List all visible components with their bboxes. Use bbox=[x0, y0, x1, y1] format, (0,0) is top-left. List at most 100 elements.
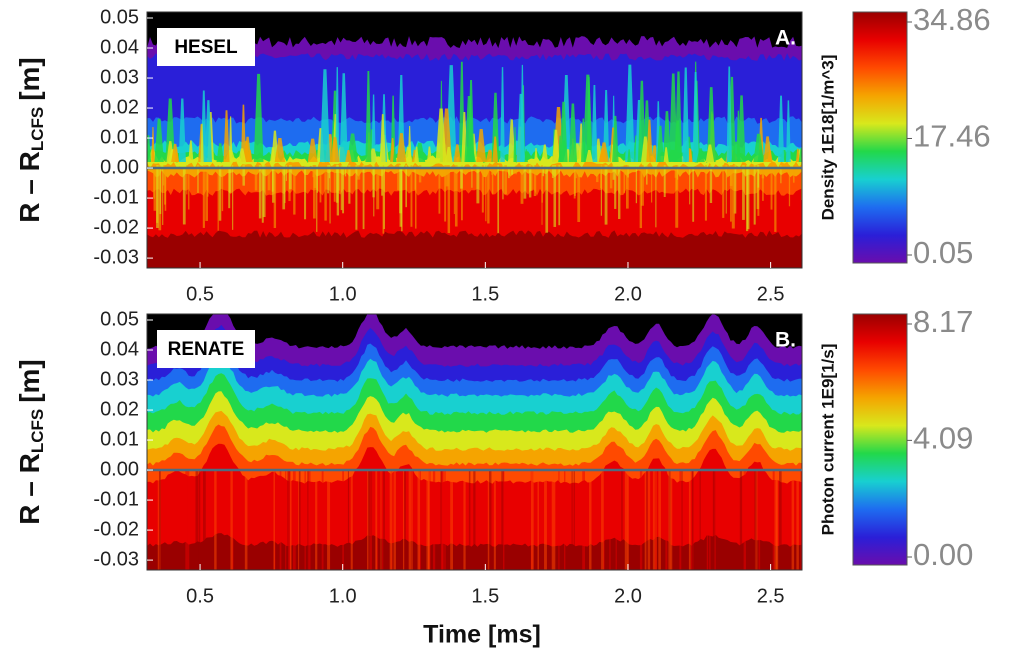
y-tick-label: 0.00 bbox=[100, 156, 139, 178]
heatmap-streak bbox=[785, 100, 791, 163]
heatmap-streak bbox=[706, 87, 716, 163]
heatmap-streak bbox=[289, 165, 292, 190]
heatmap-streak bbox=[508, 165, 510, 179]
heatmap-streak bbox=[327, 470, 331, 570]
heatmap-streak bbox=[491, 165, 494, 175]
heatmap-streak bbox=[541, 144, 549, 163]
heatmap-streak bbox=[726, 165, 728, 178]
heatmap-streak bbox=[615, 470, 617, 570]
heatmap-streak bbox=[465, 147, 471, 163]
x-tick-label: 1.5 bbox=[471, 585, 499, 607]
heatmap-streak bbox=[159, 165, 162, 215]
heatmap-streak bbox=[228, 165, 231, 209]
heatmap-streak bbox=[362, 165, 365, 230]
y-axis-label: R – RLCFS [m] bbox=[14, 359, 47, 525]
colorbar-label: Density 1E18[1/m^3] bbox=[818, 55, 837, 221]
heatmap-streak bbox=[435, 108, 447, 163]
heatmap-streak bbox=[777, 95, 785, 163]
heatmap-streak bbox=[673, 120, 682, 163]
y-tick-label: -0.02 bbox=[93, 216, 139, 238]
x-tick-label: 1.5 bbox=[471, 283, 499, 305]
heatmap-streak bbox=[471, 165, 473, 188]
heatmap-streak bbox=[393, 149, 397, 163]
heatmap-streak bbox=[647, 470, 651, 570]
heatmap-streak bbox=[625, 64, 635, 163]
heatmap-streak bbox=[396, 133, 407, 163]
heatmap-streak bbox=[568, 103, 578, 163]
heatmap-streak bbox=[772, 470, 775, 570]
heatmap-streak bbox=[731, 141, 741, 163]
heatmap-streak bbox=[646, 119, 653, 163]
heatmap-streak bbox=[367, 470, 370, 570]
plot-frame bbox=[146, 313, 803, 571]
heatmap-streak bbox=[544, 470, 547, 570]
heatmap-streak bbox=[307, 470, 311, 570]
heatmap-streak bbox=[542, 165, 545, 177]
heatmap-streak bbox=[402, 470, 405, 570]
heatmap-streak bbox=[383, 165, 385, 230]
heatmap-streak bbox=[198, 470, 201, 570]
heatmap-streak bbox=[445, 165, 449, 187]
y-axis-label-subscript: LCFS bbox=[28, 107, 47, 151]
heatmap-streak bbox=[254, 165, 258, 191]
heatmap-streak bbox=[357, 165, 361, 180]
heatmap-streak bbox=[742, 165, 745, 220]
heatmap-streak bbox=[428, 470, 430, 570]
heatmap-streak bbox=[438, 165, 441, 214]
heatmap-streak bbox=[553, 165, 557, 227]
plot-frame bbox=[146, 11, 803, 269]
heatmap-streak bbox=[733, 165, 737, 214]
heatmap-streak bbox=[307, 470, 309, 570]
heatmap-streak bbox=[726, 66, 732, 163]
heatmap-streak bbox=[788, 165, 791, 207]
y-tick-label: -0.01 bbox=[93, 488, 139, 510]
heatmap-streak bbox=[262, 165, 266, 218]
heatmap-streak bbox=[599, 142, 609, 163]
heatmap-streak bbox=[315, 470, 318, 570]
heatmap-streak bbox=[705, 144, 715, 163]
y-axis-label-unit: [m] bbox=[14, 57, 45, 101]
heatmap-streak bbox=[558, 165, 561, 226]
heatmap-streak bbox=[229, 165, 232, 193]
heatmap-streak bbox=[575, 165, 577, 179]
heatmap-streak bbox=[162, 165, 165, 186]
heatmap-streak bbox=[476, 165, 480, 204]
heatmap-streak bbox=[573, 470, 575, 570]
heatmap-streak bbox=[520, 165, 524, 204]
heatmap-streak bbox=[147, 135, 152, 163]
heatmap-streak bbox=[523, 165, 527, 199]
heatmap-streak bbox=[692, 470, 694, 570]
heatmap-streak bbox=[515, 165, 517, 175]
heatmap-streak bbox=[197, 165, 199, 193]
heatmap-streak bbox=[600, 165, 602, 189]
heatmap-streak bbox=[497, 165, 500, 234]
heatmap-streak bbox=[774, 165, 777, 232]
heatmap-streak bbox=[214, 470, 217, 570]
heatmap-streak bbox=[307, 138, 318, 163]
colorbar-tick-label: 17.46 bbox=[913, 119, 991, 154]
heatmap-streak bbox=[293, 165, 296, 215]
heatmap-streak bbox=[623, 165, 626, 194]
heatmap-streak bbox=[178, 98, 186, 163]
heatmap-streak bbox=[621, 470, 623, 570]
heatmap-streak bbox=[508, 119, 516, 163]
heatmap-streak bbox=[258, 165, 262, 219]
heatmap-streak bbox=[426, 146, 432, 163]
heatmap-streak bbox=[151, 126, 155, 163]
heatmap-streak bbox=[757, 165, 760, 216]
x-tick-label: 2.5 bbox=[757, 585, 785, 607]
heatmap-streak bbox=[663, 147, 669, 163]
heatmap-streak bbox=[271, 165, 274, 192]
heatmap-streak bbox=[319, 165, 322, 203]
heatmap-streak bbox=[675, 165, 679, 228]
heatmap-streak bbox=[757, 165, 760, 188]
heatmap-streak bbox=[454, 165, 458, 227]
heatmap-streak bbox=[706, 470, 709, 570]
heatmap-streak bbox=[537, 470, 539, 570]
y-tick-label: 0.04 bbox=[100, 36, 139, 58]
y-tick-label: 0.04 bbox=[100, 338, 139, 360]
heatmap-streak bbox=[650, 165, 653, 203]
heatmap-streak bbox=[461, 165, 463, 221]
heatmap-streak bbox=[340, 165, 343, 211]
